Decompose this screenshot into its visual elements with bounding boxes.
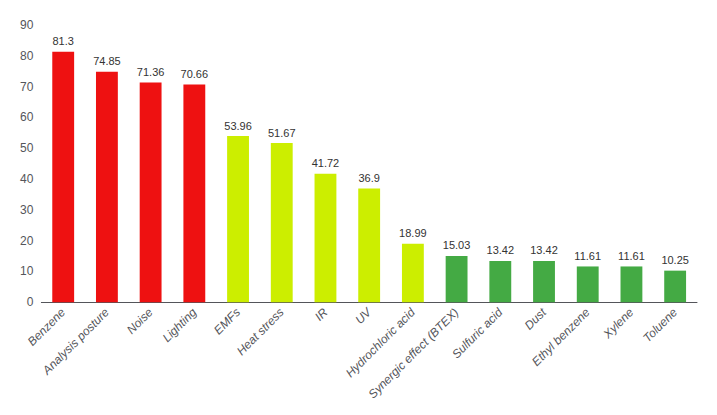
svg-text:Analysis posture: Analysis posture [39,305,112,378]
svg-text:53.96: 53.96 [224,120,252,132]
svg-text:70.66: 70.66 [181,68,209,80]
svg-text:90: 90 [20,18,34,32]
svg-text:UV: UV [352,305,374,327]
svg-text:74.85: 74.85 [93,55,121,67]
svg-text:60: 60 [20,110,34,124]
svg-text:20: 20 [20,234,34,248]
svg-text:71.36: 71.36 [137,66,165,78]
svg-text:40: 40 [20,172,34,186]
svg-text:41.72: 41.72 [312,157,340,169]
svg-text:13.42: 13.42 [530,244,558,256]
svg-text:EMFs: EMFs [211,305,243,337]
svg-text:Synergic effect (BTEX): Synergic effect (BTEX) [365,305,461,401]
svg-text:10.25: 10.25 [661,254,689,266]
svg-text:Sulfuric acid: Sulfuric acid [449,305,505,361]
svg-text:11.61: 11.61 [574,250,601,262]
svg-text:11.61: 11.61 [618,250,645,262]
svg-text:18.99: 18.99 [399,227,427,239]
svg-text:Toluene: Toluene [640,305,680,345]
svg-text:51.67: 51.67 [268,127,296,139]
svg-text:Dust: Dust [522,305,550,333]
svg-text:10: 10 [20,264,34,278]
svg-text:13.42: 13.42 [487,244,515,256]
svg-text:36.9: 36.9 [358,172,379,184]
svg-text:IR: IR [312,305,331,324]
svg-text:Lighting: Lighting [160,305,200,345]
svg-text:Noise: Noise [124,305,156,337]
svg-text:30: 30 [20,203,34,217]
svg-text:80: 80 [20,49,34,63]
svg-text:50: 50 [20,141,34,155]
svg-text:Heat stress: Heat stress [234,305,287,358]
svg-text:Xylene: Xylene [600,305,637,342]
svg-text:0: 0 [27,295,34,309]
svg-text:70: 70 [20,80,34,94]
svg-text:Benzene: Benzene [25,305,69,349]
svg-text:15.03: 15.03 [443,239,471,251]
svg-text:Ethyl benzene: Ethyl benzene [529,305,593,369]
svg-text:81.3: 81.3 [52,35,73,47]
svg-text:Hydrochloric acid: Hydrochloric acid [342,305,418,381]
